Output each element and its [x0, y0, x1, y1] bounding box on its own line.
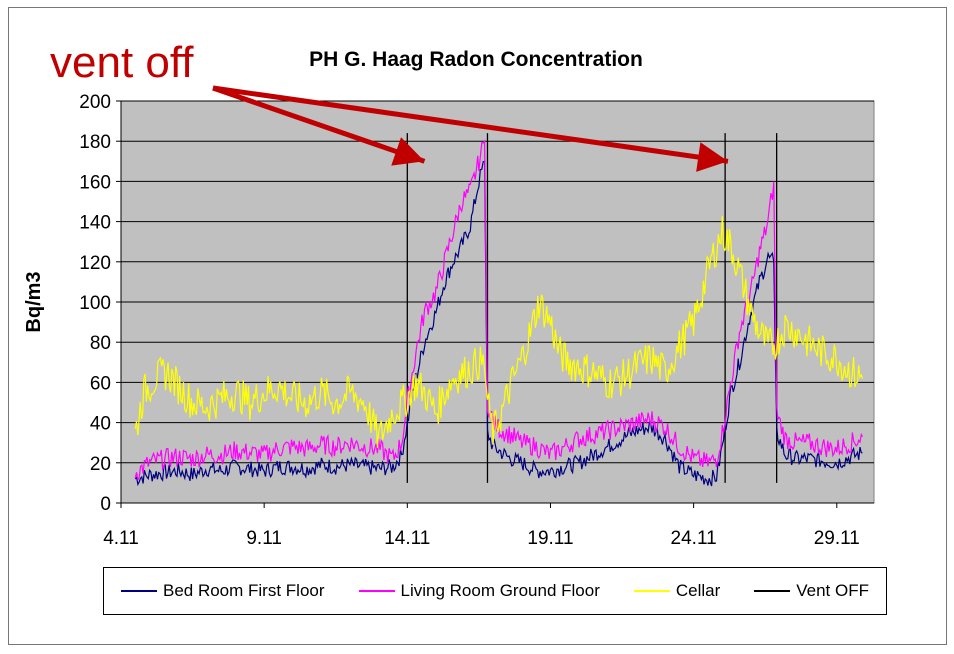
vent-off-annotation: vent off [50, 38, 729, 172]
legend-swatch [120, 590, 157, 592]
x-tick-label: 14.11 [384, 528, 430, 549]
y-tick-label: 140 [79, 213, 111, 234]
series-lines [134, 139, 864, 487]
annotation-arrow [212, 85, 426, 164]
x-tick-label: 9.11 [246, 528, 282, 549]
x-tick-label: 29.11 [814, 528, 860, 549]
legend-item: Vent OFF [754, 581, 869, 601]
annotation-arrowhead [696, 142, 728, 172]
annotation-arrow [212, 85, 729, 164]
y-tick-label: 180 [79, 132, 111, 153]
legend: Bed Room First Floor Living Room Ground F… [103, 567, 887, 615]
legend-swatch [358, 590, 395, 592]
y-axis-label: Bq/m3 [23, 271, 45, 332]
y-tick-label: 160 [79, 172, 111, 193]
chart-frame [8, 7, 947, 645]
chart-title: PH G. Haag Radon Concentration [309, 48, 643, 71]
series-line-bed-room-first-floor [134, 160, 863, 487]
annotation-text: vent off [50, 38, 194, 87]
legend-item: Cellar [633, 581, 721, 601]
x-axis: 4.11 9.11 14.11 19.11 24.11 29.11 [103, 502, 874, 549]
series-line-cellar [134, 215, 864, 448]
x-tick-label: 24.11 [671, 528, 717, 549]
legend-label: Vent OFF [796, 581, 869, 600]
y-tick-label: 100 [79, 293, 111, 314]
y-tick-label: 20 [90, 454, 111, 475]
x-tick-label: 19.11 [527, 528, 573, 549]
annotation-arrowhead [391, 137, 425, 166]
legend-label: Cellar [675, 581, 721, 600]
y-tick-label: 40 [90, 414, 111, 435]
y-tick-label: 60 [90, 373, 111, 394]
y-tick-label: 120 [79, 253, 111, 274]
legend-swatch [754, 590, 791, 592]
series-line-living-room-ground-floor [134, 139, 864, 482]
gridlines [121, 100, 874, 464]
y-axis: 0 20 40 60 80 100 120 140 160 180 200 [79, 92, 122, 515]
legend-swatch [633, 590, 670, 592]
legend-label: Living Room Ground Floor [400, 581, 600, 600]
y-tick-label: 200 [79, 92, 111, 113]
legend-item: Bed Room First Floor [120, 581, 325, 601]
x-tick-label: 4.11 [103, 528, 139, 549]
legend-label: Bed Room First Floor [162, 581, 325, 600]
y-tick-label: 0 [100, 494, 111, 515]
y-tick-label: 80 [90, 333, 111, 354]
legend-item: Living Room Ground Floor [358, 581, 600, 601]
